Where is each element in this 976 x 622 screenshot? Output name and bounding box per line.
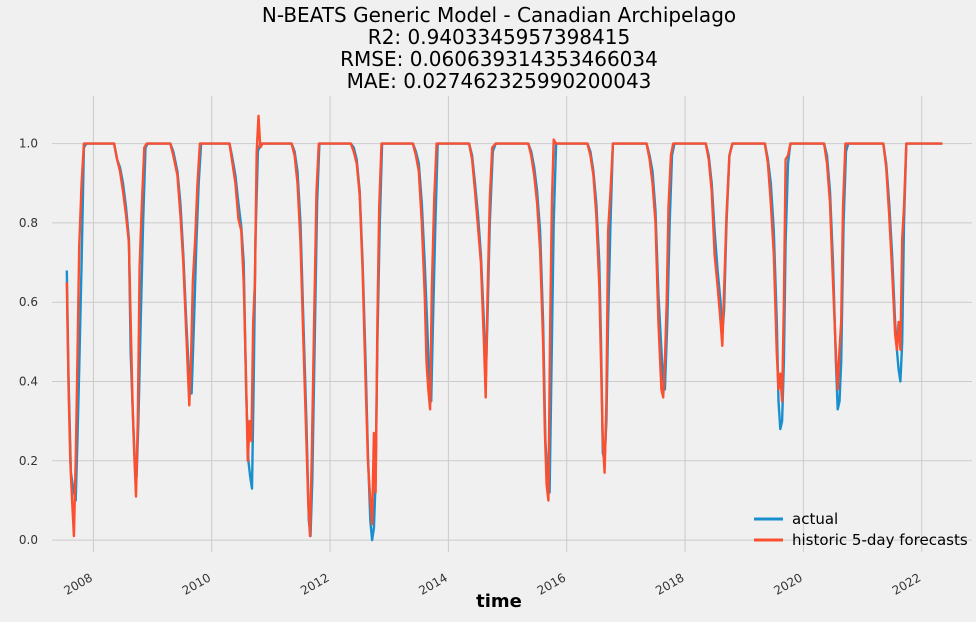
y-tick-label: 0.6 bbox=[19, 295, 38, 309]
x-tick-label: 2008 bbox=[61, 570, 94, 597]
x-tick-label: 2014 bbox=[416, 570, 449, 597]
y-tick-label: 1.0 bbox=[19, 137, 38, 151]
chart-title: N-BEATS Generic Model - Canadian Archipe… bbox=[262, 3, 736, 93]
series-line-forecast bbox=[65, 114, 943, 538]
x-tick-label: 2022 bbox=[890, 570, 923, 597]
chart-title-line-1: N-BEATS Generic Model - Canadian Archipe… bbox=[262, 3, 736, 27]
legend-label-actual: actual bbox=[792, 510, 838, 528]
y-tick-label: 0.2 bbox=[19, 454, 38, 468]
y-tick-label: 0.8 bbox=[19, 216, 38, 230]
x-axis-label: time bbox=[476, 591, 522, 612]
legend-label-forecast: historic 5-day forecasts bbox=[792, 531, 968, 549]
x-tick-label: 2016 bbox=[535, 570, 568, 597]
chart-title-line-2: R2: 0.9403345957398415 bbox=[368, 25, 630, 49]
series-line-actual bbox=[65, 142, 943, 542]
y-tick-label: 0.0 bbox=[19, 533, 38, 547]
series bbox=[65, 114, 943, 542]
x-tick-label: 2020 bbox=[771, 570, 804, 597]
legend: actual historic 5-day forecasts bbox=[754, 510, 968, 549]
chart-title-line-3: RMSE: 0.060639314353466034 bbox=[340, 47, 658, 71]
x-tick-label: 2018 bbox=[653, 570, 686, 597]
y-axis-ticks: 0.0 0.2 0.4 0.6 0.8 1.0 bbox=[19, 137, 38, 548]
x-tick-label: 2010 bbox=[180, 570, 213, 597]
x-tick-label: 2012 bbox=[298, 570, 331, 597]
y-tick-label: 0.4 bbox=[19, 374, 38, 388]
chart-title-line-4: MAE: 0.027462325990200043 bbox=[347, 69, 652, 93]
